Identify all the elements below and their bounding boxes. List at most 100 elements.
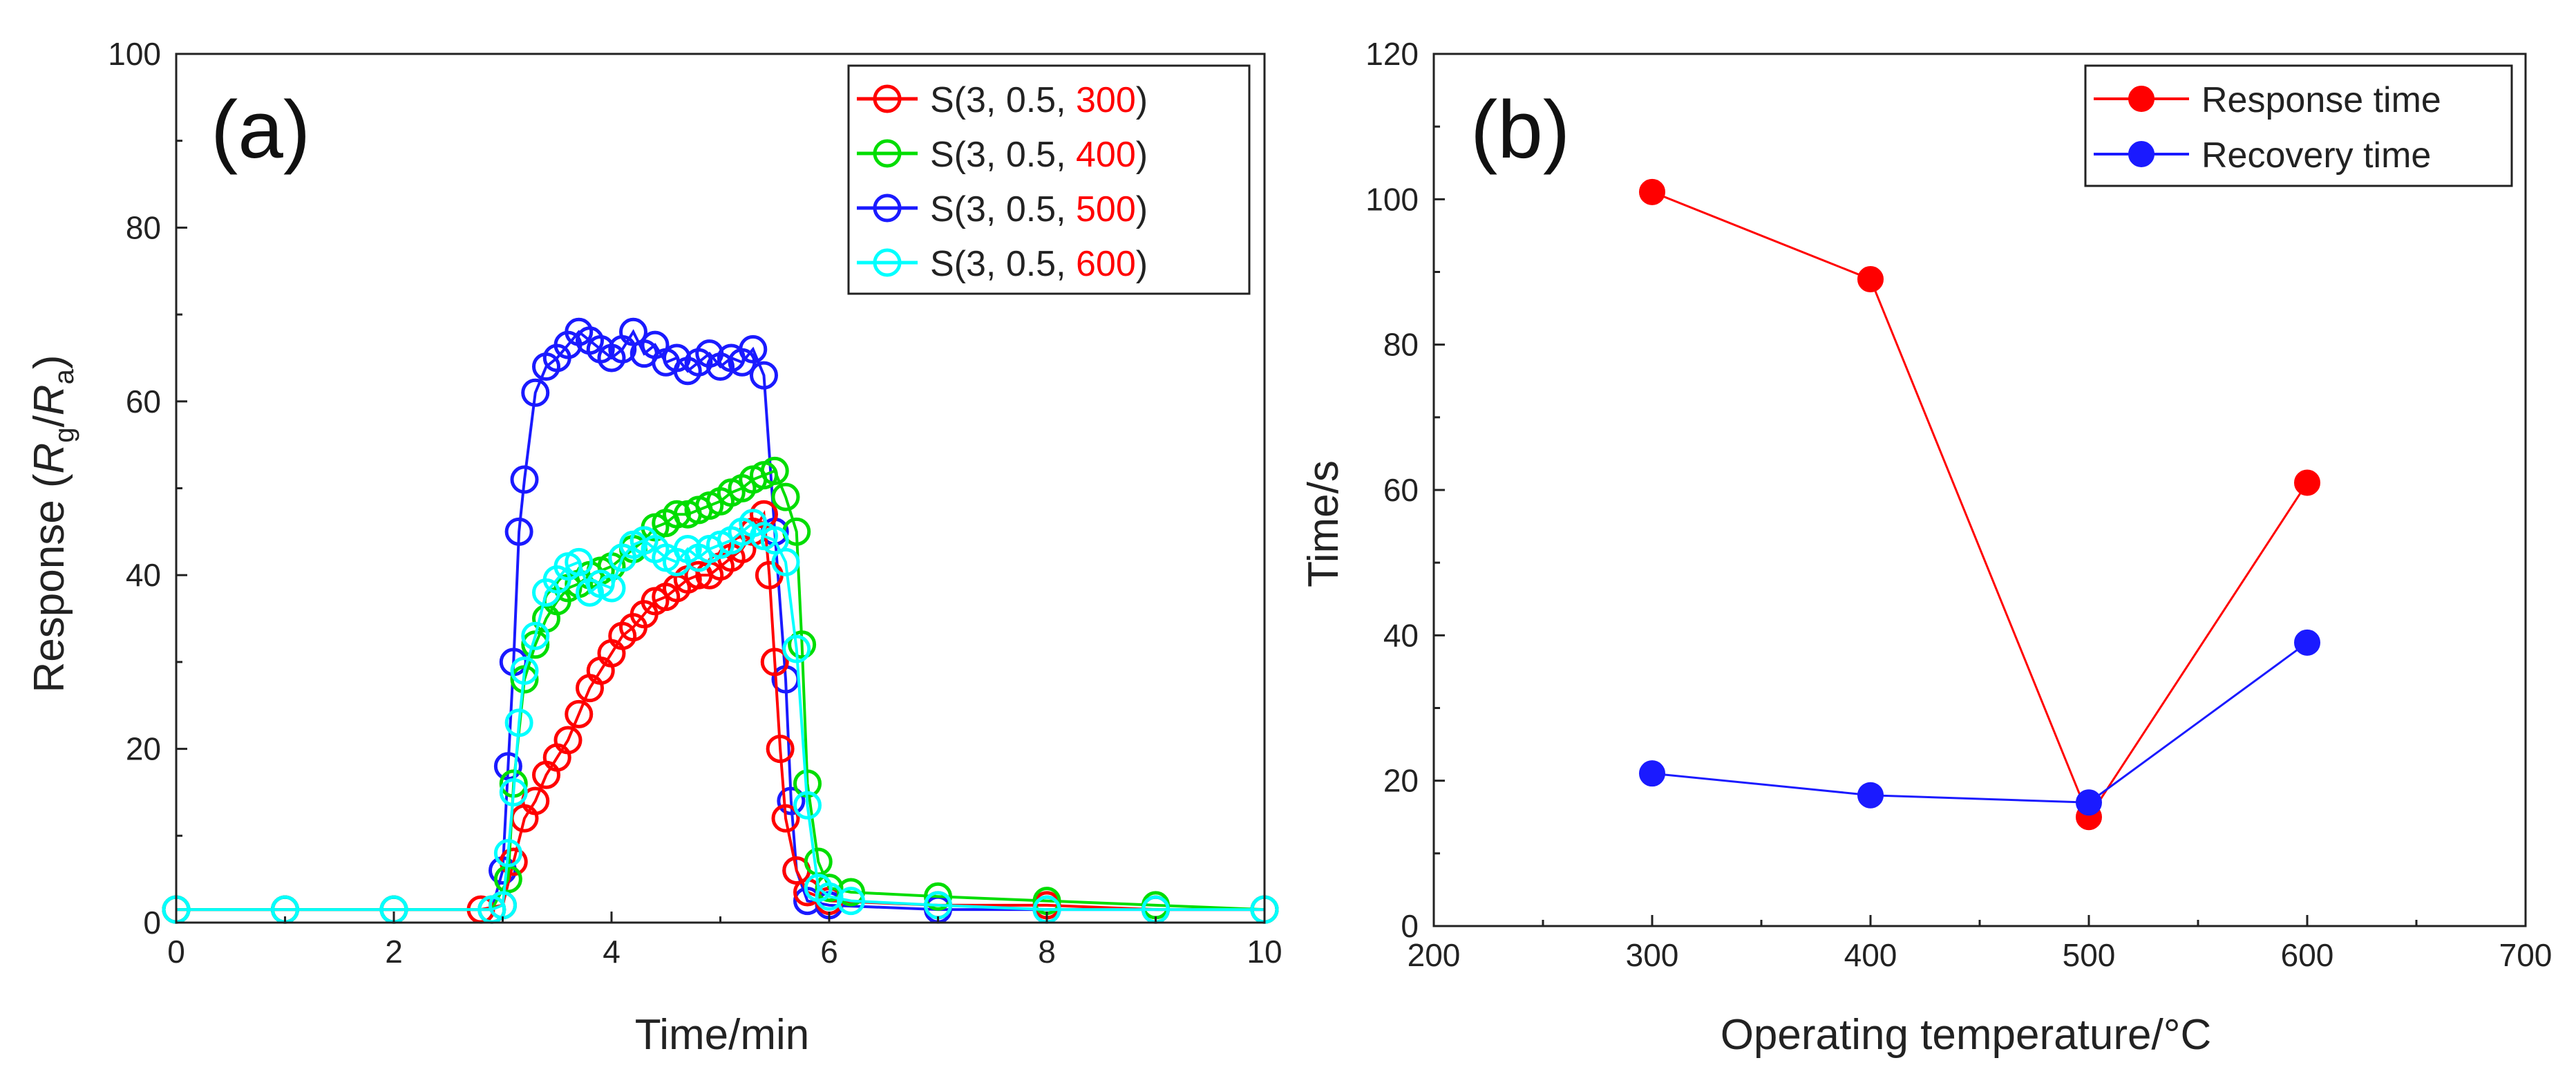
series-500-point (739, 334, 768, 364)
series-recovery-point (2294, 629, 2320, 656)
chart-b-y-axis-label: Time/s (1300, 460, 1347, 587)
series-600-point (510, 656, 539, 685)
chart-a-y-label-num: R (26, 443, 73, 474)
legend-300-suffix: ) (1136, 80, 1148, 120)
series-300-point (760, 648, 789, 677)
series-600-point (597, 574, 626, 603)
series-400-point (771, 482, 800, 511)
chart-b-y-tick-label: 100 (1365, 181, 1419, 217)
series-500-line (176, 329, 1265, 912)
legend-recovery-marker (2128, 141, 2154, 167)
chart-b-axes: 200 300 400 500 600 700 0 20 40 60 80 100 120 (1365, 36, 2552, 973)
series-400-point (837, 878, 865, 907)
legend-300-label: S(3, 0.5, 300) (930, 80, 1148, 120)
legend-600-marker (873, 248, 902, 277)
legend-400-suffix: ) (1136, 135, 1148, 175)
series-response-point (2294, 469, 2320, 496)
series-600-point (815, 882, 844, 911)
chart-a-x-axis-label: Time/min (635, 1011, 810, 1059)
series-600-point (565, 547, 594, 576)
series-500-point (510, 465, 539, 494)
legend-400-temp: 400 (1076, 135, 1136, 175)
legend-response-marker (2128, 86, 2154, 112)
series-400-point (760, 456, 789, 485)
chart-b-legend: Response time Recovery time (2084, 64, 2513, 187)
chart-a-y-tick-label: 100 (108, 36, 161, 72)
chart-a-y-label-suffix: ) (26, 355, 73, 369)
chart-b-x-tick-label: 300 (1626, 937, 1679, 973)
series-600-point (504, 708, 533, 737)
series-500-point (493, 752, 522, 781)
series-600-point (760, 526, 789, 555)
legend-600-prefix: S(3, 0.5, (930, 244, 1076, 284)
legend-400-prefix: S(3, 0.5, (930, 135, 1076, 175)
chart-b-legend-box (2084, 64, 2513, 187)
series-recovery-line (1651, 641, 2308, 804)
chart-a-y-label-num-sub: g (49, 427, 79, 442)
series-recovery-point (2076, 789, 2102, 816)
chart-b-y-tick-label: 20 (1383, 763, 1419, 799)
series-response-point (1639, 178, 1665, 205)
legend-500-prefix: S(3, 0.5, (930, 189, 1076, 229)
series-600-point (499, 777, 528, 806)
series-500-point (750, 361, 778, 390)
chart-a-y-label-den-sub: a (49, 368, 79, 384)
series-600-point (521, 621, 550, 650)
series-600-point (771, 547, 800, 576)
chart-b-y-tick-label: 120 (1365, 36, 1419, 72)
chart-a-y-tick-label: 0 (143, 905, 161, 941)
series-400-point (788, 630, 817, 659)
series-400-point (815, 874, 844, 903)
chart-a-x-tick-label: 4 (603, 934, 621, 970)
series-500-point (504, 517, 533, 546)
chart-a-y-tick-label: 80 (126, 209, 161, 245)
legend-500-suffix: ) (1136, 189, 1148, 229)
chart-b-x-axis-label: Operating temperature/°C (1721, 1011, 2212, 1059)
chart-b: 200 300 400 500 600 700 0 20 40 60 80 100 120 (b) Op… (1300, 36, 2552, 1059)
legend-300-prefix: S(3, 0.5, (930, 80, 1076, 120)
chart-a-y-tick-label: 40 (126, 557, 161, 593)
legend-400-label: S(3, 0.5, 400) (930, 135, 1148, 175)
chart-b-y-tick-label: 80 (1383, 327, 1419, 363)
series-300-line (176, 510, 1265, 912)
chart-b-x-tick-label: 200 (1408, 937, 1461, 973)
series-response-line (1651, 191, 2309, 820)
chart-b-y-tick-label: 0 (1401, 908, 1419, 944)
legend-300-temp: 300 (1076, 80, 1136, 120)
chart-b-x-tick-label: 600 (2281, 937, 2334, 973)
chart-a-x-tick-label: 0 (167, 934, 185, 970)
legend-600-label: S(3, 0.5, 600) (930, 244, 1148, 284)
legend-400-marker (873, 139, 902, 168)
chart-a-legend: S(3, 0.5, 300)S(3, 0.5, 400)S(3, 0.5, 50… (847, 64, 1251, 295)
chart-a-x-tick-label: 6 (820, 934, 838, 970)
legend-500-temp: 500 (1076, 189, 1136, 229)
series-500-point (521, 378, 550, 407)
chart-b-panel-label: (b) (1470, 84, 1570, 176)
series-recovery-point (1639, 760, 1665, 787)
chart-b-y-tick-label: 60 (1383, 472, 1419, 508)
series-300-point (766, 735, 795, 764)
chart-a-y-tick-label: 60 (126, 384, 161, 419)
chart-a-x-tick-label: 10 (1247, 934, 1282, 970)
series-600-point (837, 887, 865, 916)
chart-b-y-tick-label: 40 (1383, 617, 1419, 653)
series-400-point (924, 882, 952, 911)
legend-500-label: S(3, 0.5, 500) (930, 189, 1148, 229)
series-300-point (565, 699, 594, 728)
series-500-point (777, 786, 806, 815)
legend-500-marker (873, 194, 902, 223)
series-300-point (553, 726, 583, 755)
chart-a-series-group (162, 317, 1279, 924)
series-response-point (1857, 266, 1884, 293)
chart-a-x-tick-label: 8 (1038, 934, 1056, 970)
series-400-point (663, 500, 691, 529)
series-300-point (771, 804, 800, 833)
chart-a-legend-box (847, 64, 1251, 295)
legend-600-suffix: ) (1136, 244, 1148, 284)
chart-a-panel-label: (a) (211, 84, 310, 176)
chart-a-y-label-slash: / (26, 415, 73, 427)
legend-response-label: Response time (2201, 80, 2441, 120)
series-500-point (619, 317, 647, 346)
